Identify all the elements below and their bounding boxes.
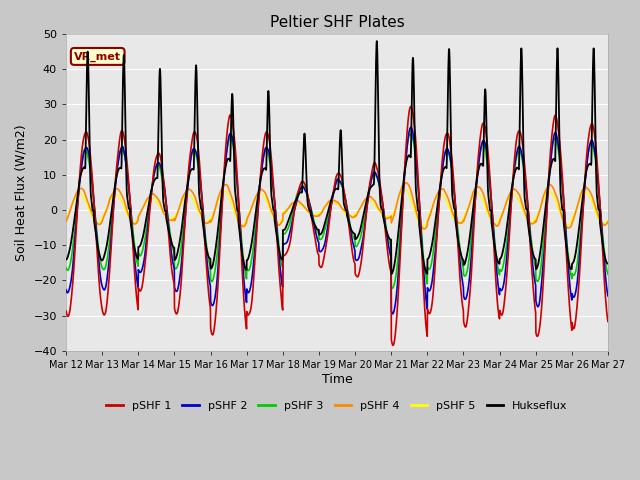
- Title: Peltier SHF Plates: Peltier SHF Plates: [269, 15, 404, 30]
- Legend: pSHF 1, pSHF 2, pSHF 3, pSHF 4, pSHF 5, Hukseflux: pSHF 1, pSHF 2, pSHF 3, pSHF 4, pSHF 5, …: [102, 396, 572, 415]
- Text: VR_met: VR_met: [74, 51, 121, 61]
- X-axis label: Time: Time: [322, 372, 353, 385]
- Y-axis label: Soil Heat Flux (W/m2): Soil Heat Flux (W/m2): [15, 124, 28, 261]
